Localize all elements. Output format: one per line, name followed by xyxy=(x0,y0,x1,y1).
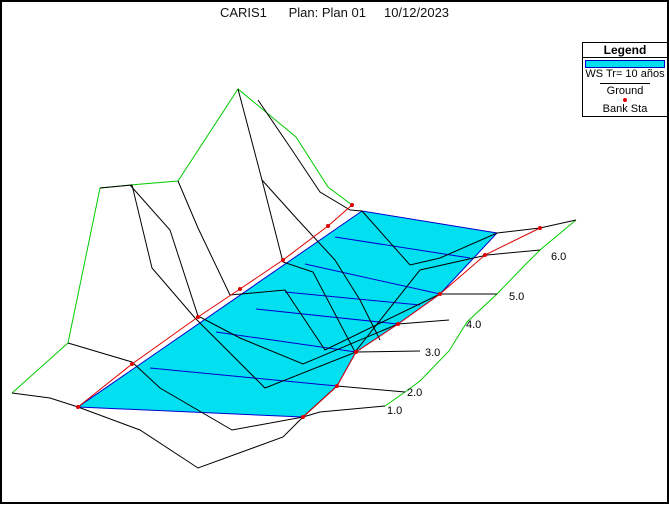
legend: Legend WS Tr= 10 años Ground Bank Sta xyxy=(582,42,668,117)
ground-line-swatch xyxy=(600,83,650,84)
legend-title: Legend xyxy=(583,43,667,58)
ground-section-6-0b xyxy=(257,99,577,266)
water-surface-swatch xyxy=(585,60,665,68)
legend-item-water-surface: WS Tr= 10 años xyxy=(585,68,665,80)
ground-section-6-0 xyxy=(237,88,541,353)
bank-station-swatch xyxy=(623,98,627,102)
station-label: 1.0 xyxy=(387,405,402,417)
legend-item-ground: Ground xyxy=(606,85,644,97)
legend-item-bank-sta: Bank Sta xyxy=(602,103,648,115)
bank-station-points xyxy=(76,203,542,419)
station-labels: 1.0 2.0 3.0 4.0 5.0 6.0 xyxy=(387,251,566,417)
station-label: 3.0 xyxy=(425,347,440,359)
water-surface-lines xyxy=(149,236,471,387)
station-label: 2.0 xyxy=(407,387,422,399)
plot-title: CARIS1 Plan: Plan 01 10/12/2023 xyxy=(219,5,450,20)
water-surface xyxy=(76,210,499,418)
ground-section-1-0 xyxy=(11,392,386,469)
station-label: 6.0 xyxy=(551,251,566,263)
station-label: 5.0 xyxy=(509,291,524,303)
station-label: 4.0 xyxy=(466,319,481,331)
